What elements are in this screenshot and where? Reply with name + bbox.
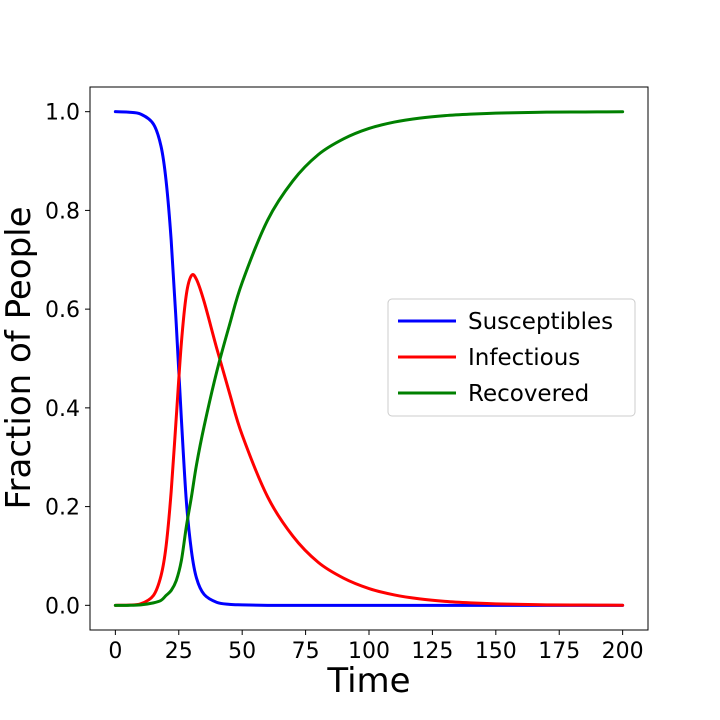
legend-label-susceptibles: Susceptibles [468,309,613,335]
legend-box [387,298,636,417]
x-tick-label: 100 [348,639,390,664]
x-tick-label: 75 [292,639,320,664]
y-tick-label: 0.6 [45,298,80,323]
plot-lines [113,110,625,607]
y-axis-label: Fraction of People [0,206,39,509]
x-tick-label: 175 [538,639,580,664]
legend-label-recovered: Recovered [468,381,589,407]
y-tick-label: 0.2 [45,496,80,521]
y-tick-label: 1.0 [45,101,80,126]
x-tick-label: 50 [228,639,256,664]
y-tick-label: 0.4 [45,397,80,422]
x-axis-ticks: 0 25 50 75 100 125 150 175 200 [108,630,644,664]
series-line-infectious [113,273,625,607]
y-axis-ticks: 0.0 0.2 0.4 0.6 0.8 1.0 [45,101,90,619]
x-tick-label: 125 [411,639,453,664]
x-tick-label: 0 [108,639,122,664]
y-tick-label: 0.8 [45,199,80,224]
series-line-recovered [113,110,625,607]
legend: Susceptibles Infectious Recovered [387,298,636,417]
x-tick-label: 150 [475,639,517,664]
y-tick-label: 0.0 [45,594,80,619]
x-tick-label: 25 [165,639,193,664]
legend-label-infectious: Infectious [468,345,580,371]
x-axis-label: Time [326,661,410,701]
x-tick-label: 200 [602,639,644,664]
